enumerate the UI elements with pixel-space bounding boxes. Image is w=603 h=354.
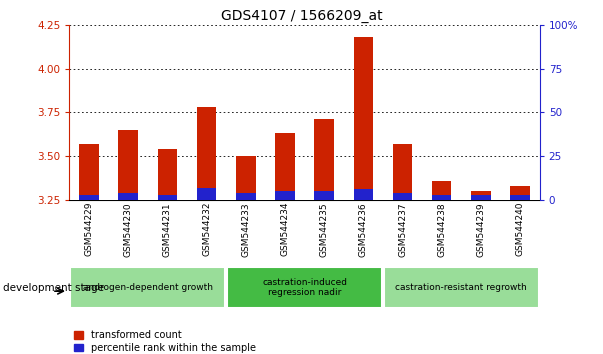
Bar: [236, 193, 256, 200]
Text: GDS4107 / 1566209_at: GDS4107 / 1566209_at: [221, 9, 382, 23]
Text: castration-resistant regrowth: castration-resistant regrowth: [396, 283, 527, 292]
Bar: [157, 195, 177, 200]
Text: GSM544235: GSM544235: [320, 202, 329, 257]
Text: GSM544237: GSM544237: [398, 202, 407, 257]
Bar: [353, 189, 373, 200]
Bar: [314, 119, 334, 200]
Text: GSM544236: GSM544236: [359, 202, 368, 257]
Bar: [353, 37, 373, 200]
Bar: [510, 195, 530, 200]
Text: androgen-dependent growth: androgen-dependent growth: [83, 283, 213, 292]
Bar: [118, 130, 138, 200]
Bar: [118, 193, 138, 200]
Text: castration-induced
regression nadir: castration-induced regression nadir: [262, 278, 347, 297]
FancyBboxPatch shape: [70, 267, 226, 308]
Bar: [157, 149, 177, 200]
Bar: [471, 191, 491, 200]
Text: GSM544233: GSM544233: [241, 202, 250, 257]
Bar: [471, 195, 491, 200]
Bar: [314, 191, 334, 200]
Bar: [197, 107, 216, 200]
Bar: [79, 195, 99, 200]
Bar: [197, 188, 216, 200]
Bar: [393, 144, 412, 200]
FancyBboxPatch shape: [227, 267, 382, 308]
Bar: [393, 193, 412, 200]
Text: GSM544240: GSM544240: [516, 202, 525, 257]
FancyBboxPatch shape: [384, 267, 539, 308]
Bar: [275, 191, 295, 200]
Text: GSM544239: GSM544239: [476, 202, 485, 257]
Bar: [510, 186, 530, 200]
Legend: transformed count, percentile rank within the sample: transformed count, percentile rank withi…: [74, 330, 256, 353]
Text: GSM544238: GSM544238: [437, 202, 446, 257]
Bar: [432, 195, 452, 200]
Text: GSM544234: GSM544234: [280, 202, 289, 257]
Text: GSM544231: GSM544231: [163, 202, 172, 257]
Bar: [432, 181, 452, 200]
Bar: [79, 144, 99, 200]
Text: GSM544230: GSM544230: [124, 202, 133, 257]
Text: GSM544229: GSM544229: [84, 202, 93, 257]
Text: GSM544232: GSM544232: [202, 202, 211, 257]
Text: development stage: development stage: [3, 282, 104, 293]
Bar: [275, 133, 295, 200]
Bar: [236, 156, 256, 200]
